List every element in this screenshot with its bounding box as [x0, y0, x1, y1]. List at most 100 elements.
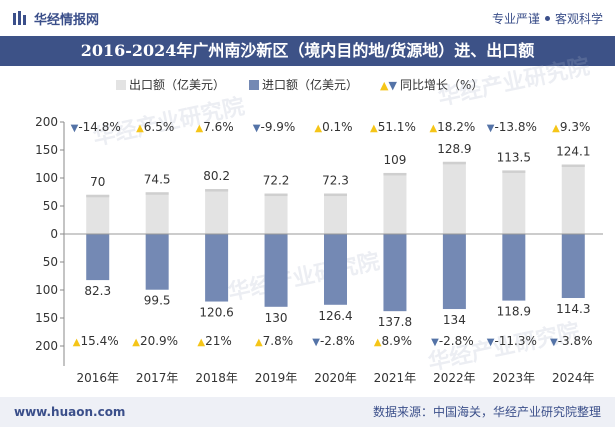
x-category-label: 2017年 — [136, 371, 179, 385]
export-growth-value: -13.8% — [494, 120, 536, 134]
export-bar-cap — [145, 192, 169, 195]
y-tick-label: 150 — [35, 143, 58, 157]
export-growth-label: ▼-13.8% — [487, 120, 537, 134]
bullet-dot-icon — [544, 16, 550, 21]
import-growth-label: ▼-2.8% — [312, 334, 355, 348]
import-growth-value: -11.3% — [494, 334, 536, 348]
export-bar-cap — [324, 193, 347, 197]
export-growth-label: ▲6.5% — [136, 120, 174, 134]
export-value-label: 109 — [383, 153, 406, 167]
footer-url[interactable]: www.huaon.com — [14, 405, 126, 419]
import-bar — [264, 234, 288, 307]
export-bar — [324, 193, 347, 234]
import-value-label: 114.3 — [556, 302, 590, 316]
y-tick-label: 200 — [35, 339, 58, 353]
growth-up-triangle-icon: ▲ — [314, 123, 322, 134]
export-growth-value: 51.1% — [378, 120, 416, 134]
export-growth-value: -9.9% — [260, 120, 295, 134]
growth-down-triangle-icon: ▼ — [487, 337, 495, 348]
y-tick-label: 50 — [43, 199, 58, 213]
x-category-label: 2024年 — [552, 371, 595, 385]
import-growth-label: ▼-3.8% — [550, 334, 593, 348]
import-bar — [383, 234, 407, 312]
export-value-label: 72.2 — [263, 174, 290, 188]
export-value-label: 113.5 — [497, 150, 531, 164]
growth-down-triangle-icon: ▼ — [487, 123, 495, 134]
legend-export: 出口额（亿美元） — [116, 76, 225, 93]
import-growth-value: 20.9% — [140, 334, 178, 348]
export-growth-label: ▼-14.8% — [71, 120, 121, 134]
import-growth-value: -3.8% — [558, 334, 593, 348]
import-growth-label: ▲7.8% — [255, 334, 293, 348]
export-swatch-icon — [116, 80, 126, 90]
import-bar — [442, 234, 466, 310]
huajing-logo-icon — [13, 11, 26, 25]
export-growth-label: ▲7.6% — [196, 120, 234, 134]
growth-down-triangle-icon: ▼ — [312, 337, 320, 348]
export-bar-cap — [442, 161, 466, 165]
import-value-label: 118.9 — [497, 305, 531, 319]
import-bar — [561, 234, 585, 299]
import-bar — [205, 234, 229, 302]
watermark-text: 华经产业研究院 — [226, 248, 382, 305]
legend-export-label: 出口额（亿美元） — [129, 78, 226, 92]
tagline: 专业严谨 客观科学 — [492, 10, 603, 27]
y-tick-label: 100 — [35, 283, 58, 297]
import-value-label: 120.6 — [199, 306, 233, 320]
brand-name: 华经情报网 — [34, 13, 100, 28]
import-value-label: 134 — [443, 313, 466, 327]
footer-source: 数据来源：中国海关，华经产业研究院整理 — [372, 405, 601, 419]
export-growth-value: 0.1% — [322, 120, 353, 134]
down-triangle-icon: ▼ — [388, 79, 397, 92]
import-value-label: 99.5 — [144, 294, 171, 308]
growth-up-triangle-icon: ▲ — [552, 123, 560, 134]
export-growth-value: 9.3% — [560, 120, 591, 134]
export-growth-value: 7.6% — [203, 120, 234, 134]
y-tick-label: 100 — [35, 171, 58, 185]
growth-up-triangle-icon: ▲ — [197, 337, 205, 348]
export-value-label: 80.2 — [203, 169, 230, 183]
export-bar-cap — [205, 189, 229, 192]
legend-import: 进口额（亿美元） — [249, 76, 358, 93]
watermark-text: 华经产业研究院 — [436, 53, 592, 110]
legend-import-label: 进口额（亿美元） — [262, 78, 359, 92]
import-growth-value: -2.8% — [439, 334, 474, 348]
import-growth-label: ▲21% — [197, 334, 231, 348]
growth-up-triangle-icon: ▲ — [374, 337, 382, 348]
x-category-label: 2021年 — [374, 371, 417, 385]
import-bar — [86, 234, 110, 281]
x-category-label: 2023年 — [493, 371, 536, 385]
export-value-label: 70 — [90, 175, 105, 189]
growth-up-triangle-icon: ▲ — [370, 123, 378, 134]
growth-up-triangle-icon: ▲ — [255, 337, 263, 348]
export-growth-label: ▲0.1% — [314, 120, 352, 134]
import-growth-value: -2.8% — [320, 334, 355, 348]
x-category-label: 2022年 — [433, 371, 476, 385]
legend-growth: ▲▼ 同比增长（%） — [380, 76, 483, 93]
x-category-label: 2016年 — [76, 371, 119, 385]
growth-up-triangle-icon: ▲ — [196, 123, 204, 134]
y-tick-label: 150 — [35, 311, 58, 325]
growth-down-triangle-icon: ▼ — [71, 123, 79, 134]
tagline-left: 专业严谨 — [491, 12, 540, 26]
export-bar — [383, 172, 407, 234]
export-value-label: 124.1 — [556, 145, 590, 159]
export-value-label: 74.5 — [144, 172, 171, 186]
import-swatch-icon — [249, 80, 259, 90]
tagline-right: 客观科学 — [554, 12, 603, 26]
export-growth-label: ▼-9.9% — [253, 120, 296, 134]
import-growth-label: ▲20.9% — [132, 334, 178, 348]
chart-legend: 出口额（亿美元） 进口额（亿美元） ▲▼ 同比增长（%） — [0, 76, 615, 94]
export-bar-cap — [502, 170, 526, 173]
chart-title: 2016-2024年广州南沙新区（境内目的地/货源地）进、出口额 — [0, 36, 615, 66]
export-value-label: 72.3 — [322, 174, 349, 188]
import-growth-value: 7.8% — [263, 334, 294, 348]
x-category-label: 2018年 — [195, 371, 238, 385]
growth-up-triangle-icon: ▲ — [132, 337, 140, 348]
import-value-label: 130 — [265, 311, 288, 325]
import-value-label: 82.3 — [84, 284, 111, 298]
growth-down-triangle-icon: ▼ — [253, 123, 261, 134]
export-bar — [442, 161, 466, 234]
y-tick-label: 200 — [35, 115, 58, 129]
